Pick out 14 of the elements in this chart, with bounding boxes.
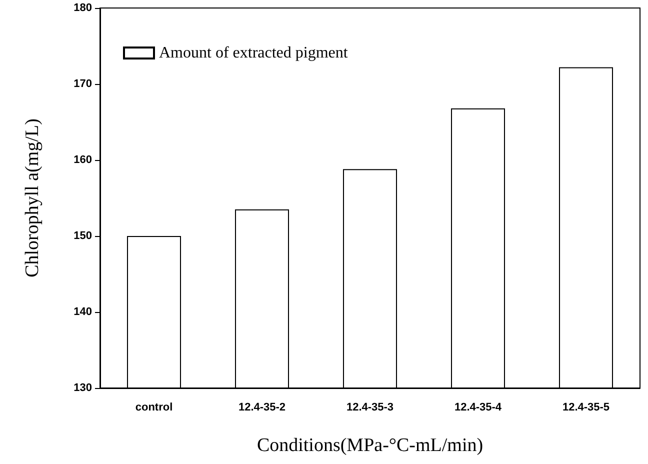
y-tick-label: 180 <box>74 2 92 14</box>
y-axis-title: Chlorophyll a(mg/L) <box>22 118 43 278</box>
x-tick-label: control <box>135 402 173 414</box>
y-tick-label: 160 <box>74 154 92 166</box>
y-tick-label: 140 <box>74 306 92 318</box>
y-tick-label: 130 <box>74 382 92 394</box>
x-tick-label: 12.4-35-4 <box>454 402 502 414</box>
y-tick-label: 170 <box>74 78 92 90</box>
x-tick-label: 12.4-35-2 <box>238 402 286 414</box>
x-tick-label: 12.4-35-3 <box>346 402 394 414</box>
legend-label: Amount of extracted pigment <box>159 44 348 62</box>
x-axis-title: Conditions(MPa-°C-mL/min) <box>256 435 484 456</box>
x-tick-label: 12.4-35-5 <box>562 402 610 414</box>
y-tick-label: 150 <box>74 230 92 242</box>
